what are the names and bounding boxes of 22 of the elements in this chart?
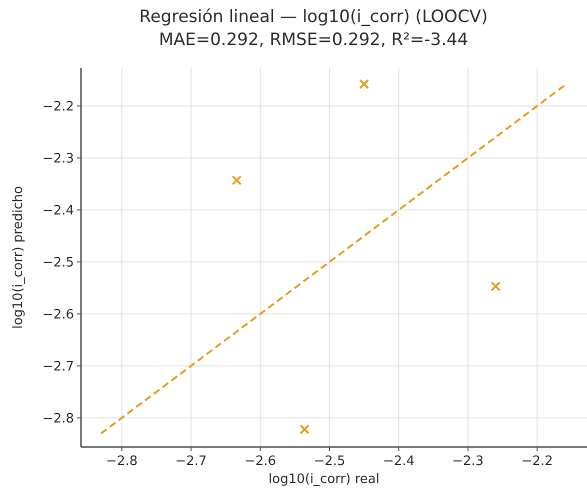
point — [300, 424, 310, 434]
y-tick-label: −2.7 — [42, 359, 74, 374]
x-tick-label: −2.5 — [314, 454, 346, 469]
chart-subtitle: MAE=0.292, RMSE=0.292, R²=-3.44 — [158, 30, 468, 50]
y-tick-label: −2.5 — [42, 255, 74, 270]
y-tick-label: −2.4 — [42, 203, 74, 218]
x-tick-label: −2.3 — [452, 454, 484, 469]
y-axis-title: log10(i_corr) predicho — [11, 186, 26, 329]
point — [232, 175, 242, 186]
y-tick-label: −2.8 — [42, 411, 74, 426]
x-axis-title: log10(i_corr) real — [268, 472, 380, 487]
y-tick-label: −2.6 — [42, 307, 74, 322]
y-tick-label: −2.3 — [42, 151, 74, 166]
x-tick-label: −2.8 — [106, 454, 138, 469]
y-tick-label: −2.2 — [42, 99, 74, 114]
chart-title: Regresión lineal — log10(i_corr) (LOOCV) — [139, 7, 488, 27]
point — [359, 79, 370, 90]
x-tick-label: −2.2 — [521, 454, 553, 469]
x-tick-label: −2.6 — [244, 454, 276, 469]
x-tick-label: −2.4 — [382, 454, 415, 469]
x-tick-label: −2.7 — [175, 454, 207, 469]
point — [490, 281, 501, 292]
